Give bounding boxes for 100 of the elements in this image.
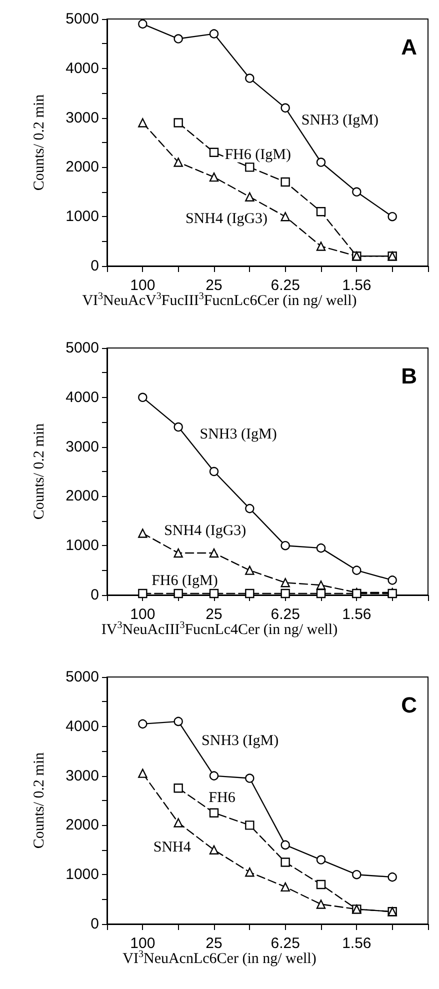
point [174,588,183,598]
point [174,818,183,828]
point [280,840,290,850]
x-tick-label: 6.25 [270,606,300,623]
y-tick-label: 1000 [66,208,99,226]
x-tick-label: 1.56 [342,935,372,952]
point [388,872,397,882]
point [316,855,326,864]
y-tick-label: 0 [90,586,99,604]
y-tick-label: 2000 [66,488,99,505]
series-label: FH6 [208,790,236,806]
series-label: SNH3 (IgM) [202,733,279,750]
point [174,548,183,558]
y-tick-label: 2000 [66,816,99,834]
x-tick-label: 100 [130,606,156,623]
x-tick-label: 1.56 [342,277,372,294]
point [245,588,254,598]
x-tick-label: 1.56 [342,606,372,623]
point [245,504,254,514]
x-tick-label: 100 [130,277,156,294]
x-tick-label: 6.25 [270,935,300,952]
x-tick-label: 25 [206,935,222,952]
point [316,207,326,216]
y-tick-label: 1000 [66,537,99,554]
point [245,820,254,830]
point [316,880,326,890]
point [209,148,219,157]
point [209,845,219,854]
point [209,771,219,780]
point [388,212,397,222]
point [280,212,290,222]
x-tick-label: 25 [206,606,222,623]
x-tick-label: 6.25 [270,277,300,294]
series-label: SNH3 (IgM) [200,426,277,442]
point [280,882,290,892]
point [245,868,254,877]
y-tick-label: 4000 [66,60,99,77]
annotation: C [401,692,418,718]
x-axis-title: VI$^{3}$NeuAcV$^{3}$FucIII$^{3}$FucnLc6Cer (in ng/ well) [82,291,357,309]
point [138,588,148,598]
point [138,719,148,729]
y-tick-label: 4000 [66,718,99,735]
point [174,34,183,44]
series-label: SNH4 [153,839,192,856]
x-tick-label: 25 [206,277,222,294]
point [138,528,148,538]
point [316,588,326,598]
y-tick-label: 5000 [66,668,99,686]
point [280,177,290,187]
y-tick-label: 0 [90,916,99,932]
series-label: FH6 (IgM) [224,146,291,163]
y-tick-label: 3000 [66,767,99,784]
point [245,192,254,202]
annotation: B [401,364,418,388]
point [209,588,219,598]
series-label: FH6 (IgM) [152,573,218,590]
y-tick-label: 5000 [66,10,99,28]
y-tick-label: 3000 [66,438,99,456]
point [316,242,326,251]
y-tick-label: 0 [90,258,99,274]
point [209,29,219,38]
point [138,118,148,128]
point [316,158,326,167]
point [280,588,290,598]
point [209,548,219,558]
point [174,716,183,726]
point [245,74,254,83]
point [209,466,219,476]
y-tick-label: 3000 [66,109,99,126]
point [352,566,362,575]
point [352,187,362,196]
point [138,19,148,29]
annotation: A [401,34,418,60]
y-tick-label: 4000 [66,388,99,406]
point [280,103,290,113]
point [174,422,183,432]
point [388,576,397,585]
point [316,543,326,553]
point [245,774,254,783]
point [280,541,290,550]
y-tick-label: 1000 [66,866,99,884]
point [209,808,219,818]
point [138,392,148,402]
x-axis-title: VI$^{3}$NeuAcnLc6Cer (in ng/ well) [122,949,316,967]
point [174,118,183,128]
point [280,858,290,867]
point [352,870,362,880]
series-label: SNH3 (IgM) [301,112,378,128]
point [280,578,290,588]
point [245,566,254,575]
series-label: SNH4 (IgG3) [164,522,246,539]
point [174,158,183,167]
point [245,162,254,172]
y-axis-title: Counts/ 0.2 min [32,422,48,520]
point [209,172,219,182]
series-label: SNH4 (IgG3) [185,211,268,228]
y-tick-label: 2000 [66,158,99,176]
y-axis-title: Counts/ 0.2 min [32,94,48,191]
point [174,784,183,793]
y-axis-title: Counts/ 0.2 min [32,752,48,849]
